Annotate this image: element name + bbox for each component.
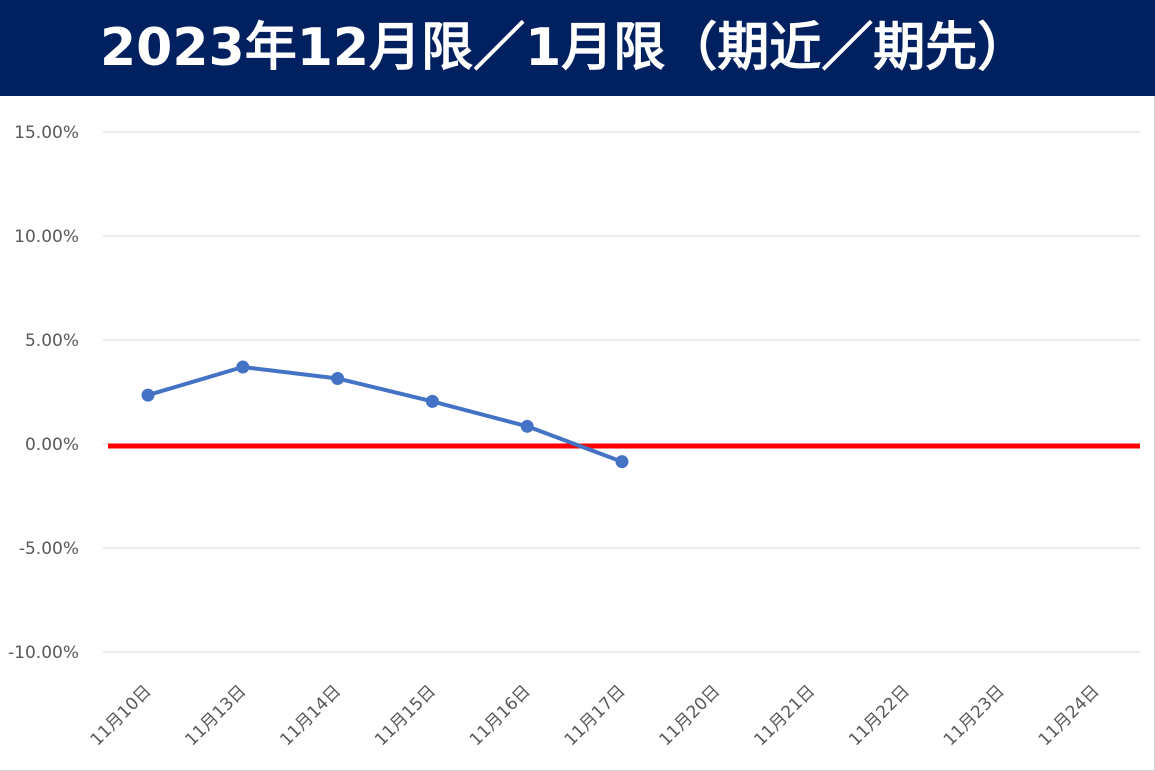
y-tick-label: 5.00% [25,331,79,351]
y-tick-label: 0.00% [25,435,79,455]
x-tick-label: 11月23日 [940,681,1009,750]
data-point [425,394,439,408]
data-point [141,388,155,402]
y-axis-ticks: -10.00% -5.00% 0.00% 5.00% 10.00% 15.00% [8,123,79,663]
data-point [520,419,534,433]
x-tick-label: 11月20日 [656,681,725,750]
x-tick-label: 11月22日 [845,681,914,750]
title-bar: 2023年12月限／1月限（期近／期先） [0,0,1155,96]
data-point [331,371,345,385]
x-tick-label: 11月15日 [371,681,440,750]
series-layer [141,360,629,469]
series-line [146,365,624,464]
x-tick-label: 11月14日 [276,681,345,750]
y-tick-label: 10.00% [14,227,79,247]
x-tick-label: 11月24日 [1035,681,1104,750]
y-tick-label: -10.00% [8,643,79,663]
y-tick-label: -5.00% [19,539,79,559]
x-tick-label: 11月13日 [182,681,251,750]
x-tick-label: 11月17日 [561,681,630,750]
data-point [615,455,629,469]
data-point [236,360,250,374]
x-axis-ticks: 11月10日 11月13日 11月14日 11月15日 11月16日 11月17日 11月2… [87,681,1104,750]
chart-title: 2023年12月限／1月限（期近／期先） [100,18,1030,78]
x-tick-label: 11月10日 [87,681,156,750]
x-tick-label: 11月16日 [466,681,535,750]
y-tick-label: 15.00% [14,123,79,143]
grid-layer [103,131,1140,653]
x-tick-label: 11月21日 [750,681,819,750]
